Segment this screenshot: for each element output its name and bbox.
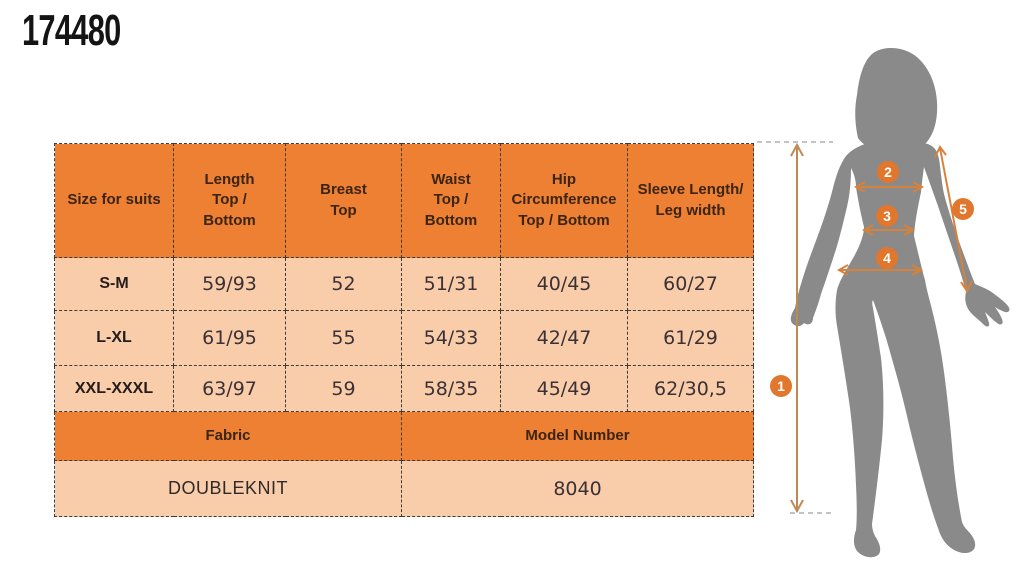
- silhouette-body: [790, 143, 1010, 558]
- model-number-label: Model Number: [401, 411, 754, 461]
- marker-2: 2: [877, 161, 899, 183]
- header-hip: Hip Circumference Top / Bottom: [500, 143, 628, 258]
- footer-value-row: DOUBLEKNIT 8040: [54, 460, 754, 517]
- breast-cell: 55: [285, 310, 402, 366]
- waist-cell: 51/31: [401, 257, 501, 311]
- hip-cell: 45/49: [500, 365, 628, 412]
- length-cell: 59/93: [173, 257, 286, 311]
- fabric-label: Fabric: [54, 411, 402, 461]
- table-row: L-XL 61/95 55 54/33 42/47 61/29: [54, 310, 754, 366]
- header-waist: Waist Top / Bottom: [401, 143, 501, 258]
- sleeve-cell: 61/29: [627, 310, 754, 366]
- length-cell: 63/97: [173, 365, 286, 412]
- waist-cell: 54/33: [401, 310, 501, 366]
- breast-arrow: [853, 181, 925, 193]
- svg-text:4: 4: [883, 250, 891, 266]
- header-breast: Breast Top: [285, 143, 402, 258]
- svg-text:1: 1: [777, 378, 785, 394]
- svg-text:2: 2: [884, 164, 892, 180]
- breast-cell: 59: [285, 365, 402, 412]
- hip-cell: 40/45: [500, 257, 628, 311]
- waist-arrow: [861, 224, 916, 236]
- sleeve-cell: 62/30,5: [627, 365, 754, 412]
- waist-cell: 58/35: [401, 365, 501, 412]
- marker-4: 4: [876, 247, 898, 269]
- length-cell: 61/95: [173, 310, 286, 366]
- header-size-for-suits: Size for suits: [54, 143, 174, 258]
- size-cell: XXL-XXXL: [54, 365, 174, 412]
- hip-cell: 42/47: [500, 310, 628, 366]
- model-number-value: 8040: [401, 460, 754, 517]
- size-table-grid: Size for suits Length Top / Bottom Breas…: [54, 143, 754, 517]
- svg-text:3: 3: [883, 208, 891, 224]
- sleeve-arrow: [934, 145, 973, 293]
- female-silhouette-diagram: 1 2 3 4 5: [757, 48, 1010, 558]
- footer-header-row: Fabric Model Number: [54, 411, 754, 461]
- marker-3: 3: [876, 205, 898, 227]
- breast-cell: 52: [285, 257, 402, 311]
- table-header-row: Size for suits Length Top / Bottom Breas…: [54, 143, 754, 258]
- size-cell: S-M: [54, 257, 174, 311]
- size-cell: L-XL: [54, 310, 174, 366]
- size-table: Size for suits Length Top / Bottom Breas…: [54, 143, 754, 517]
- header-sleeve: Sleeve Length/ Leg width: [627, 143, 754, 258]
- table-row: S-M 59/93 52 51/31 40/45 60/27: [54, 257, 754, 311]
- sleeve-cell: 60/27: [627, 257, 754, 311]
- marker-5: 5: [952, 198, 974, 220]
- measurement-figure: 1 2 3 4 5: [755, 40, 1024, 583]
- svg-text:5: 5: [959, 201, 967, 217]
- marker-badges: 1 2 3 4 5: [770, 161, 974, 397]
- silhouette-head: [855, 48, 938, 154]
- table-row: XXL-XXXL 63/97 59 58/35 45/49 62/30,5: [54, 365, 754, 412]
- header-length: Length Top / Bottom: [173, 143, 286, 258]
- hip-arrow: [836, 264, 924, 276]
- length-arrow: [790, 142, 804, 514]
- page-title: 174480: [22, 6, 121, 55]
- fabric-value: DOUBLEKNIT: [54, 460, 402, 517]
- marker-1: 1: [770, 375, 792, 397]
